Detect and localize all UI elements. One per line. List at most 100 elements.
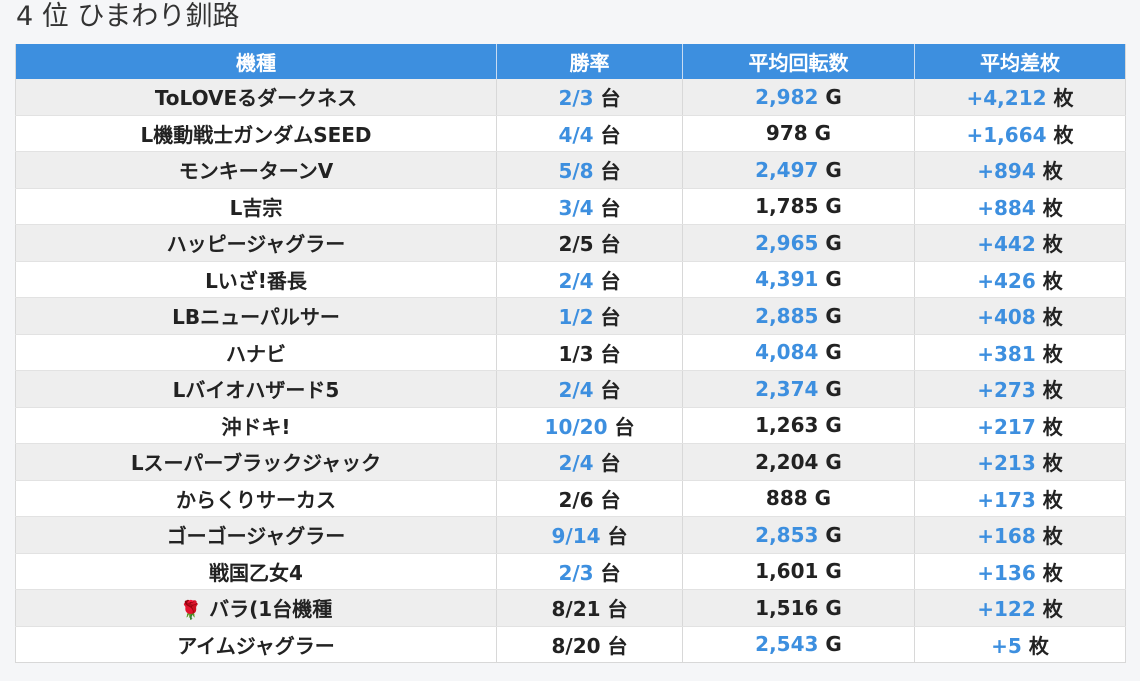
- avg-spins-unit: G: [825, 157, 842, 182]
- avg-spins-cell: 4,391 G: [682, 261, 915, 298]
- avg-spins-value: 2,374: [755, 376, 819, 401]
- avg-spins-value: 1,516: [755, 595, 819, 620]
- avg-spins-value: 1,601: [755, 559, 819, 584]
- win-rate-unit: 台: [607, 633, 628, 658]
- avg-spins-unit: G: [814, 486, 832, 511]
- win-rate-unit: 台: [600, 86, 621, 111]
- win-rate-cell: 2/5 台: [496, 224, 683, 262]
- win-rate-value: 9/14: [551, 524, 601, 549]
- table-row: L機動戦士ガンダムSEED 4/4 台 978 G +1,664 枚: [15, 115, 1126, 152]
- avg-diff-unit: 枚: [1042, 524, 1063, 549]
- machine-name: Lいざ!番長: [205, 268, 307, 293]
- machine-name-cell: 🌹 バラ(1台機種: [15, 589, 497, 627]
- avg-spins-cell: 1,785 G: [682, 188, 915, 225]
- avg-spins-value: 1,785: [755, 194, 819, 219]
- avg-diff-cell: +217 枚: [914, 407, 1126, 444]
- avg-spins-cell: 4,084 G: [682, 334, 915, 371]
- avg-spins-cell: 2,982 G: [682, 79, 915, 116]
- win-rate-cell: 2/3 台: [496, 79, 683, 116]
- avg-diff-unit: 枚: [1042, 268, 1063, 293]
- win-rate-cell: 8/20 台: [496, 626, 683, 663]
- win-rate-unit: 台: [600, 159, 621, 184]
- table-row: L吉宗 3/4 台 1,785 G +884 枚: [15, 188, 1126, 225]
- avg-diff-value: +136: [977, 560, 1036, 585]
- avg-diff-value: +894: [977, 159, 1036, 184]
- rose-icon: 🌹: [179, 600, 203, 622]
- win-rate-value: 1/2: [558, 305, 594, 330]
- avg-diff-cell: +136 枚: [914, 553, 1126, 590]
- avg-diff-cell: +4,212 枚: [914, 79, 1126, 116]
- avg-diff-unit: 枚: [1042, 232, 1063, 257]
- avg-spins-value: 888: [765, 486, 808, 511]
- table-row: LBニューパルサー 1/2 台 2,885 G +408 枚: [15, 297, 1126, 335]
- avg-spins-value: 2,543: [755, 632, 819, 657]
- machine-name-cell: からくりサーカス: [15, 480, 497, 517]
- avg-diff-value: +5: [991, 633, 1022, 658]
- machine-name-cell: モンキーターンV: [15, 151, 497, 189]
- avg-spins-unit: G: [814, 121, 832, 146]
- avg-spins-cell: 2,853 G: [682, 516, 915, 554]
- avg-diff-value: +426: [977, 268, 1036, 293]
- avg-diff-value: +217: [977, 414, 1036, 439]
- avg-diff-unit: 枚: [1042, 378, 1063, 403]
- avg-spins-cell: 1,601 G: [682, 553, 915, 590]
- table-row: Lいざ!番長 2/4 台 4,391 G +426 枚: [15, 261, 1126, 298]
- win-rate-cell: 2/4 台: [496, 370, 683, 408]
- table-row: ToLOVEるダークネス 2/3 台 2,982 G +4,212 枚: [15, 79, 1126, 116]
- avg-diff-cell: +1,664 枚: [914, 115, 1126, 152]
- header-machine: 機種: [15, 44, 497, 79]
- win-rate-unit: 台: [607, 524, 628, 549]
- win-rate-value: 2/4: [558, 451, 594, 476]
- avg-spins-value: 2,965: [755, 230, 819, 255]
- win-rate-value: 5/8: [558, 159, 594, 184]
- table-header-row: 機種 勝率 平均回転数 平均差枚: [15, 44, 1126, 79]
- avg-diff-value: +122: [977, 597, 1036, 622]
- win-rate-unit: 台: [600, 195, 621, 220]
- machine-name: L吉宗: [229, 195, 283, 220]
- avg-diff-unit: 枚: [1042, 195, 1063, 220]
- machine-name: アイムジャグラー: [177, 633, 335, 658]
- avg-spins-unit: G: [825, 449, 842, 474]
- win-rate-unit: 台: [600, 268, 621, 293]
- machine-name-cell: LBニューパルサー: [15, 297, 497, 335]
- table-row: モンキーターンV 5/8 台 2,497 G +894 枚: [15, 151, 1126, 189]
- table-row: 沖ドキ! 10/20 台 1,263 G +217 枚: [15, 407, 1126, 444]
- table-row: Lスーパーブラックジャック 2/4 台 2,204 G +213 枚: [15, 443, 1126, 481]
- avg-spins-unit: G: [825, 303, 842, 328]
- avg-spins-cell: 1,516 G: [682, 589, 915, 627]
- win-rate-unit: 台: [600, 560, 621, 585]
- win-rate-value: 2/5: [558, 232, 594, 257]
- win-rate-value: 1/3: [558, 341, 594, 366]
- avg-spins-cell: 2,374 G: [682, 370, 915, 408]
- avg-diff-value: +408: [977, 305, 1036, 330]
- avg-diff-cell: +381 枚: [914, 334, 1126, 371]
- avg-spins-cell: 2,885 G: [682, 297, 915, 335]
- machine-table: 機種 勝率 平均回転数 平均差枚 ToLOVEるダークネス 2/3 台 2,982 …: [15, 44, 1126, 663]
- win-rate-value: 8/21: [551, 597, 601, 622]
- avg-spins-cell: 2,965 G: [682, 224, 915, 262]
- avg-diff-unit: 枚: [1053, 86, 1074, 111]
- machine-name-cell: ハナビ: [15, 334, 497, 371]
- win-rate-value: 2/3: [558, 560, 594, 585]
- avg-diff-unit: 枚: [1042, 451, 1063, 476]
- machine-name: 戦国乙女4: [209, 560, 303, 585]
- table-row: ハナビ 1/3 台 4,084 G +381 枚: [15, 334, 1126, 371]
- avg-diff-unit: 枚: [1053, 122, 1074, 147]
- machine-name-cell: Lスーパーブラックジャック: [15, 443, 497, 481]
- avg-spins-unit: G: [825, 230, 842, 255]
- machine-name: ハッピージャグラー: [166, 232, 346, 257]
- avg-spins-value: 4,084: [755, 340, 819, 365]
- win-rate-unit: 台: [600, 378, 621, 403]
- avg-spins-value: 2,885: [755, 303, 819, 328]
- win-rate-cell: 10/20 台: [496, 407, 683, 444]
- table-row: ゴーゴージャグラー 9/14 台 2,853 G +168 枚: [15, 516, 1126, 554]
- machine-name-cell: L吉宗: [15, 188, 497, 225]
- table-row: 戦国乙女4 2/3 台 1,601 G +136 枚: [15, 553, 1126, 590]
- machine-name: ゴーゴージャグラー: [166, 524, 346, 549]
- machine-name-cell: Lバイオハザード5: [15, 370, 497, 408]
- avg-diff-value: +173: [977, 487, 1036, 512]
- win-rate-value: 4/4: [558, 122, 594, 147]
- machine-name: LBニューパルサー: [172, 305, 340, 330]
- table-row: ハッピージャグラー 2/5 台 2,965 G +442 枚: [15, 224, 1126, 262]
- win-rate-value: 2/6: [558, 487, 594, 512]
